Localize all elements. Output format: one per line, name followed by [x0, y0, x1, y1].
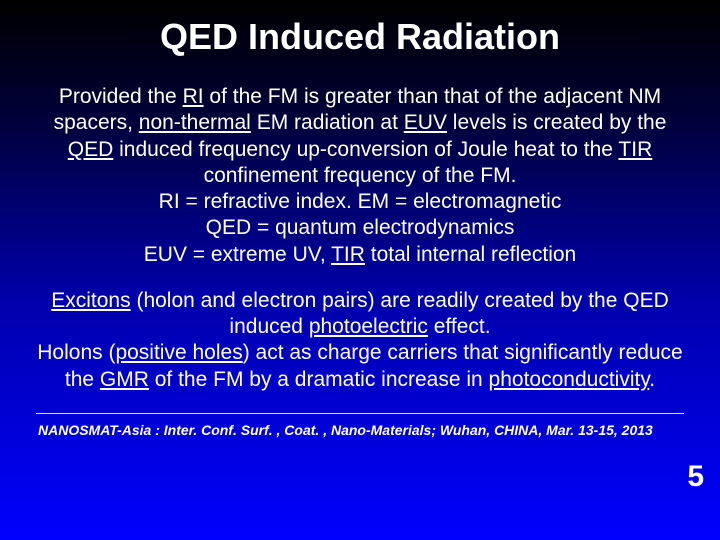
text: EUV = extreme UV,	[144, 243, 331, 266]
footer-citation: NANOSMAT-Asia : Inter. Conf. Surf. , Coa…	[36, 422, 684, 438]
underline-photoelectric: photoelectric	[309, 315, 428, 338]
page-number: 5	[687, 460, 704, 494]
paragraph-1: Provided the RI of the FM is greater tha…	[36, 84, 684, 268]
slide: QED Induced Radiation Provided the RI of…	[0, 0, 720, 540]
text: .	[649, 368, 655, 391]
underline-gmr: GMR	[100, 368, 149, 391]
underline-excitons: Excitons	[51, 289, 130, 312]
footer-divider	[36, 413, 684, 414]
text: Provided the	[59, 85, 183, 108]
underline-qed: QED	[68, 138, 114, 161]
text: of the FM by a dramatic increase in	[149, 368, 489, 391]
text: confinement frequency of the FM.	[204, 164, 517, 187]
underline-photoconductivity: photoconductivity	[489, 368, 650, 391]
text: levels is created by the	[447, 111, 666, 134]
text: total internal reflection	[365, 243, 576, 266]
underline-euv: EUV	[404, 111, 447, 134]
definition-qed: QED = quantum electrodynamics	[206, 216, 515, 239]
underline-tir2: TIR	[331, 243, 365, 266]
text: induced frequency up-conversion of Joule…	[113, 138, 618, 161]
underline-positive-holes: positive holes	[115, 341, 242, 364]
text: EM radiation at	[251, 111, 404, 134]
paragraph-2: Excitons (holon and electron pairs) are …	[36, 288, 684, 393]
underline-nonthermal: non-thermal	[139, 111, 251, 134]
underline-tir: TIR	[618, 138, 652, 161]
slide-title: QED Induced Radiation	[36, 16, 684, 58]
underline-ri: RI	[183, 85, 204, 108]
text: effect.	[428, 315, 491, 338]
text: Holons (	[37, 341, 115, 364]
definition-ri-em: RI = refractive index. EM = electromagne…	[159, 190, 562, 213]
